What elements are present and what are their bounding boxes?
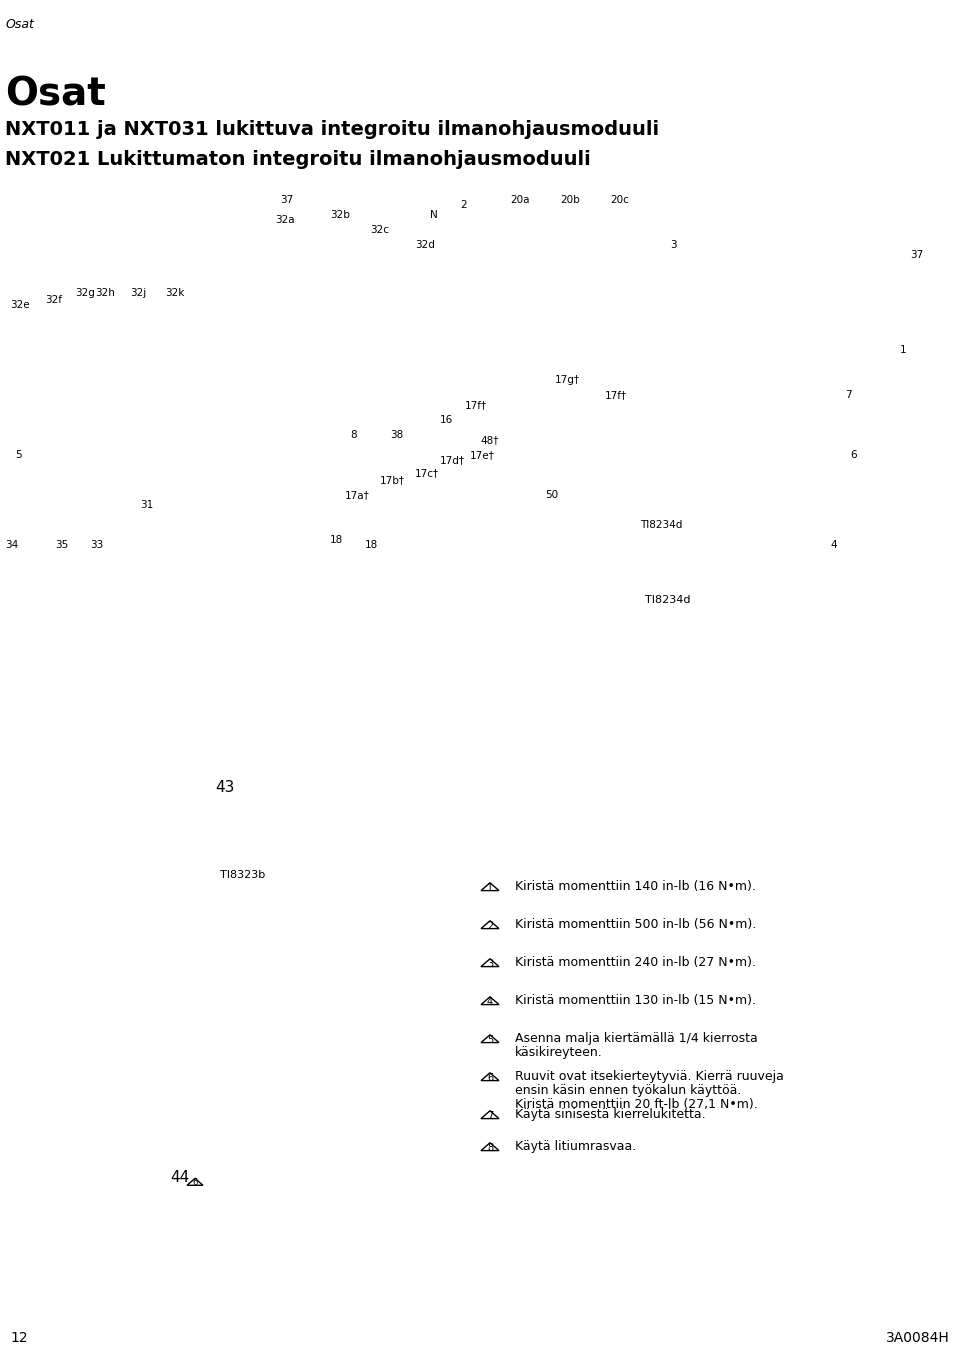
Text: Kiristä momenttiin 140 in-lb (16 N•m).: Kiristä momenttiin 140 in-lb (16 N•m).: [515, 881, 756, 893]
Text: Kiristä momenttiin 240 in-lb (27 N•m).: Kiristä momenttiin 240 in-lb (27 N•m).: [515, 955, 756, 969]
Text: 3A0084H: 3A0084H: [886, 1331, 950, 1345]
Text: N: N: [430, 210, 438, 220]
Text: 34: 34: [5, 540, 18, 550]
Text: 17f†: 17f†: [605, 391, 627, 400]
Text: 17f†: 17f†: [465, 400, 487, 410]
Text: 32f: 32f: [45, 295, 62, 305]
Text: 48†: 48†: [480, 436, 498, 445]
Text: 32g: 32g: [75, 289, 95, 298]
Text: 18: 18: [365, 540, 378, 550]
Text: 32a: 32a: [275, 215, 295, 225]
Text: ensin käsin ennen työkalun käyttöä.: ensin käsin ennen työkalun käyttöä.: [515, 1083, 741, 1097]
Text: 6: 6: [192, 1179, 198, 1187]
Text: 37: 37: [910, 250, 924, 260]
Text: Kiristä momenttiin 500 in-lb (56 N•m).: Kiristä momenttiin 500 in-lb (56 N•m).: [515, 919, 756, 931]
Text: 7: 7: [845, 391, 852, 400]
Text: Kiristä momenttiin 130 in-lb (15 N•m).: Kiristä momenttiin 130 in-lb (15 N•m).: [515, 994, 756, 1007]
Text: 4: 4: [830, 540, 836, 550]
Text: Kiristä momenttiin 20 ft-lb (27,1 N•m).: Kiristä momenttiin 20 ft-lb (27,1 N•m).: [515, 1098, 757, 1111]
Text: Käytä sinisestä kierrelukitetta.: Käytä sinisestä kierrelukitetta.: [515, 1108, 706, 1121]
Text: 32b: 32b: [330, 210, 349, 220]
Text: käsikireyteen.: käsikireyteen.: [515, 1047, 603, 1059]
Text: 6: 6: [850, 450, 856, 460]
Text: 17d†: 17d†: [440, 455, 465, 465]
Text: 3: 3: [670, 240, 677, 250]
Text: 32j: 32j: [130, 289, 146, 298]
Text: TI8234d: TI8234d: [645, 595, 690, 606]
Text: 8: 8: [350, 430, 356, 440]
Text: 31: 31: [140, 499, 154, 510]
Text: 32d: 32d: [415, 240, 435, 250]
Text: 17a†: 17a†: [345, 490, 370, 499]
Text: TI8234d: TI8234d: [640, 520, 683, 529]
Text: 50: 50: [545, 490, 558, 499]
Text: 5: 5: [487, 1034, 493, 1045]
Text: 38: 38: [390, 430, 403, 440]
Text: 20c: 20c: [610, 195, 629, 206]
Text: 32h: 32h: [95, 289, 115, 298]
Text: Käytä litiumrasvaa.: Käytä litiumrasvaa.: [515, 1141, 636, 1153]
Text: 17e†: 17e†: [470, 450, 494, 460]
Text: 12: 12: [10, 1331, 28, 1345]
Text: 8: 8: [487, 1143, 493, 1153]
Text: TI8323b: TI8323b: [220, 870, 265, 881]
Text: Osat: Osat: [5, 75, 106, 113]
Text: Ruuvit ovat itsekierteytyviä. Kierrä ruuveja: Ruuvit ovat itsekierteytyviä. Kierrä ruu…: [515, 1070, 784, 1083]
Text: 33: 33: [90, 540, 104, 550]
Text: 20a: 20a: [510, 195, 530, 206]
Text: NXT011 ja NXT031 lukittuva integroitu ilmanohjausmoduuli: NXT011 ja NXT031 lukittuva integroitu il…: [5, 120, 660, 139]
Text: 20b: 20b: [560, 195, 580, 206]
Text: 32e: 32e: [10, 299, 30, 310]
Text: 17b†: 17b†: [380, 475, 405, 485]
Text: 16: 16: [440, 415, 453, 425]
Text: 2: 2: [487, 921, 493, 931]
Text: 7: 7: [487, 1111, 493, 1121]
Text: 2: 2: [460, 200, 467, 210]
Text: 6: 6: [487, 1072, 493, 1083]
Text: 44: 44: [170, 1170, 189, 1185]
Text: 1: 1: [900, 344, 906, 355]
Text: 32c: 32c: [370, 225, 389, 235]
Text: 37: 37: [280, 195, 293, 206]
Text: 3: 3: [487, 960, 493, 969]
Text: 43: 43: [215, 780, 234, 795]
Text: 5: 5: [15, 450, 22, 460]
Text: NXT021 Lukittumaton integroitu ilmanohjausmoduuli: NXT021 Lukittumaton integroitu ilmanohja…: [5, 150, 590, 169]
Text: 32k: 32k: [165, 289, 184, 298]
Text: Osat: Osat: [5, 18, 34, 31]
Text: 17g†: 17g†: [555, 376, 580, 385]
Text: 4: 4: [487, 996, 493, 1007]
Text: 17c†: 17c†: [415, 468, 439, 478]
Text: 35: 35: [55, 540, 68, 550]
Text: 18: 18: [330, 535, 344, 544]
Text: 1: 1: [487, 883, 493, 893]
Text: Asenna malja kiertämällä 1/4 kierrosta: Asenna malja kiertämällä 1/4 kierrosta: [515, 1032, 757, 1045]
